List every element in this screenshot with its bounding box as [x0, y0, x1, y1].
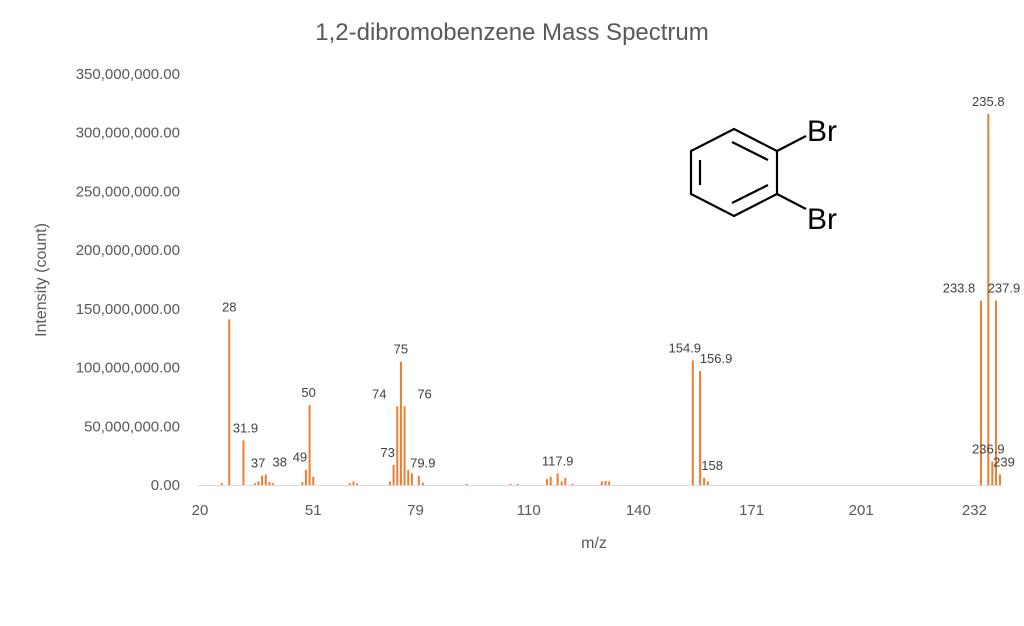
peak-data-label: 38: [273, 454, 287, 469]
peak-data-label: 235.8: [972, 94, 1005, 109]
peak-labels: 28 31.9 37 38 49 50 73 74 75 76 79.9 117.9 154.9156.…: [222, 94, 1020, 473]
x-tick-label: 110: [517, 502, 541, 519]
x-axis-label: m/z: [581, 535, 607, 552]
x-tick-label: 201: [849, 502, 874, 519]
peak-data-label: 73: [380, 445, 394, 460]
y-axis-label: Intensity (count): [33, 223, 50, 337]
peak-data-label: 28: [222, 299, 236, 314]
x-tick-label: 232: [962, 502, 987, 519]
y-tick-label: 350,000,000.00: [76, 66, 180, 83]
peak-data-label: 237.9: [988, 281, 1021, 296]
peak-data-label: 233.8: [943, 281, 976, 296]
y-tick-label: 100,000,000.00: [76, 360, 180, 377]
peak-data-label: 49: [293, 450, 307, 465]
peak-data-label: 236.9: [972, 442, 1005, 457]
peak-data-label: 156.9: [700, 351, 733, 366]
y-axis-ticks: 0.00 50,000,000.00 100,000,000.00 150,000,0…: [76, 66, 180, 494]
peak-data-label: 37: [251, 456, 265, 471]
benzene-ring-structure: [689, 127, 807, 218]
x-tick-label: 171: [739, 502, 764, 519]
y-tick-label: 0.00: [151, 477, 180, 494]
peak-data-label: 75: [394, 342, 408, 357]
ring-double-bond: [731, 184, 769, 204]
y-tick-label: 250,000,000.00: [76, 183, 180, 200]
peak-data-label: 74: [372, 386, 386, 401]
peak-bars: [220, 113, 1001, 485]
peak-data-label: 117.9: [542, 453, 574, 468]
bond-to-br-2: [776, 193, 807, 210]
peak-data-label: 79.9: [410, 456, 435, 471]
peak-data-label: 154.9: [669, 341, 702, 356]
ring-double-bond: [731, 141, 769, 161]
peak-data-label: 158: [701, 458, 723, 473]
x-tick-label: 79: [407, 502, 424, 519]
peak-data-label: 76: [417, 386, 431, 401]
x-tick-label: 140: [626, 502, 651, 519]
y-tick-label: 200,000,000.00: [76, 242, 180, 259]
peak-data-label: 50: [301, 385, 315, 400]
peak-data-label: 31.9: [233, 420, 258, 435]
peak-data-label: 239: [993, 454, 1015, 469]
x-axis-ticks: 20 51 79 110 140 171 201 232: [192, 502, 987, 519]
y-tick-label: 150,000,000.00: [76, 301, 180, 318]
bromine-label-1: Br: [807, 115, 837, 148]
x-tick-label: 51: [305, 502, 322, 519]
x-tick-label: 20: [192, 502, 209, 519]
chart-title: 1,2-dibromobenzene Mass Spectrum: [315, 19, 709, 46]
y-tick-label: 300,000,000.00: [76, 125, 180, 142]
y-tick-label: 50,000,000.00: [84, 418, 180, 435]
bromine-label-2: Br: [807, 203, 837, 236]
bond-to-br-1: [776, 135, 807, 152]
